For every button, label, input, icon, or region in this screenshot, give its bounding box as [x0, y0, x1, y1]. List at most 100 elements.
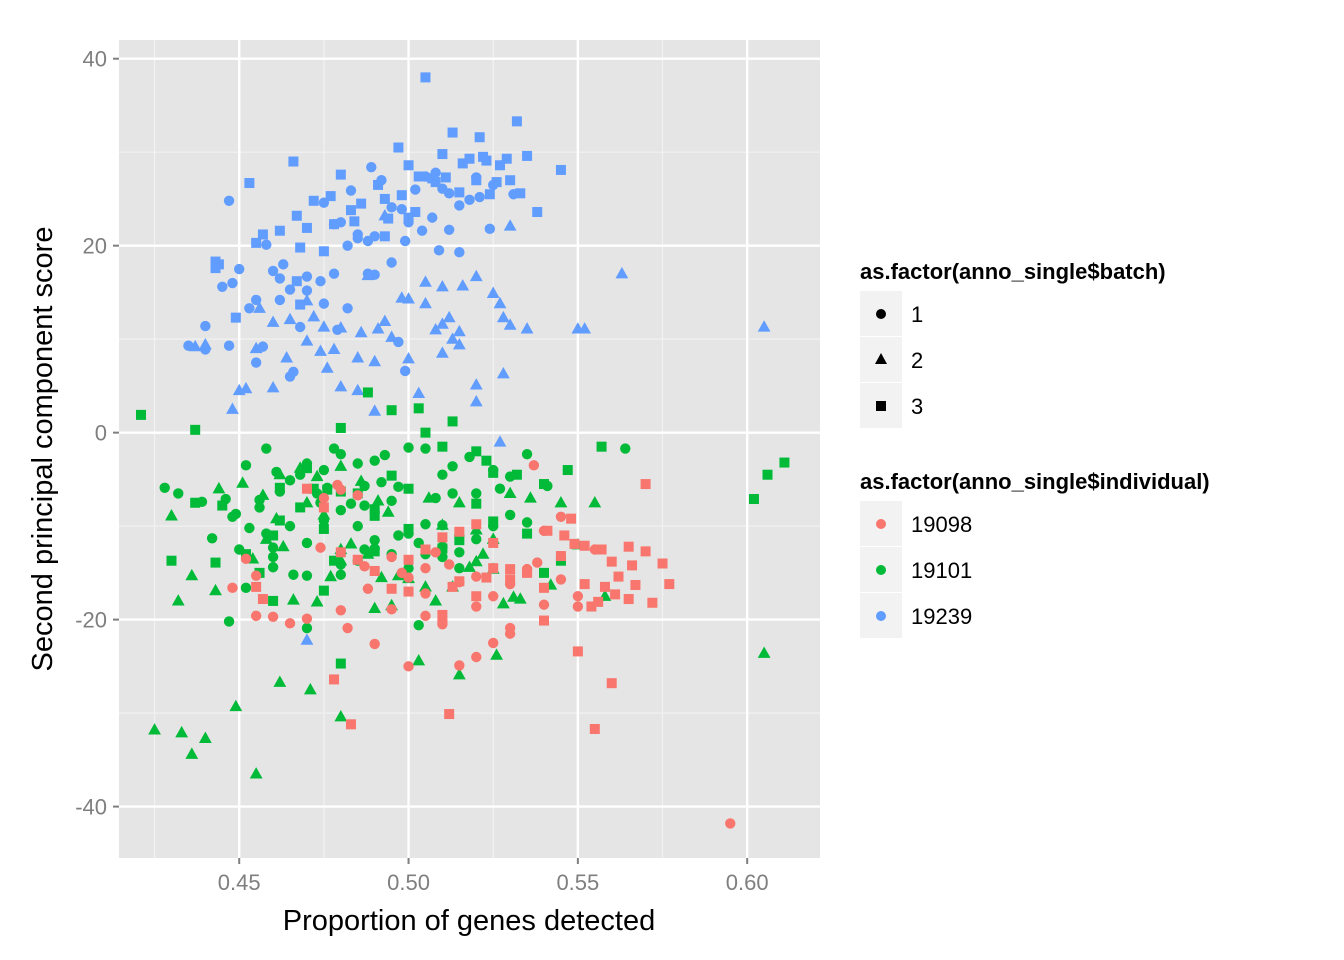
data-point-19101-batch3	[779, 457, 790, 468]
data-point-19239-batch3	[274, 225, 285, 236]
data-point-19098-batch3	[566, 513, 577, 524]
data-point-19098-batch3	[437, 609, 448, 620]
data-point-19098-batch3	[251, 581, 262, 592]
data-point-19239-batch2	[419, 296, 432, 309]
data-point-19101-batch1	[267, 542, 279, 553]
data-point-19239-batch3	[301, 222, 312, 233]
data-point-19101-batch3	[748, 494, 759, 505]
data-point-19239-batch2	[198, 337, 212, 350]
data-point-19239-batch3	[474, 132, 485, 143]
data-point-19239-batch2	[314, 344, 327, 356]
data-point-19239-batch2	[493, 296, 507, 309]
data-point-19239-batch1	[386, 257, 397, 268]
data-point-19098-batch1	[386, 551, 397, 563]
data-point-19239-batch2	[188, 339, 202, 352]
data-point-19098-batch3	[542, 525, 553, 536]
data-point-19101-batch3	[437, 543, 448, 554]
data-point-19098-batch1	[267, 611, 279, 623]
data-point-19101-batch2	[371, 494, 385, 506]
data-point-19101-batch3	[403, 483, 414, 494]
data-point-19101-batch1	[521, 517, 533, 528]
data-point-19098-batch3	[437, 532, 448, 543]
data-point-19101-batch1	[244, 522, 255, 534]
data-point-19098-batch3	[596, 544, 607, 555]
data-point-19239-batch1	[328, 268, 340, 279]
data-point-19239-batch3	[532, 207, 543, 218]
data-point-19098-batch1	[471, 571, 482, 582]
data-point-19239-batch1	[288, 366, 299, 378]
data-point-19101-batch3	[437, 441, 448, 452]
data-point-19239-batch1	[386, 202, 397, 213]
data-point-19101-batch2	[198, 731, 212, 743]
data-point-19098-batch3	[589, 723, 600, 734]
data-point-19101-batch1	[301, 537, 313, 549]
data-point-19101-batch3	[217, 500, 228, 511]
data-point-19098-batch3	[301, 483, 312, 494]
data-point-19239-batch2	[327, 342, 341, 355]
data-point-19239-batch1	[267, 265, 279, 277]
data-point-19101-batch3	[301, 463, 312, 474]
data-point-19239-batch1	[369, 231, 380, 242]
data-point-19101-batch3	[166, 555, 177, 566]
axis-ticks	[113, 57, 749, 864]
data-point-19101-batch3	[210, 557, 221, 568]
data-point-19101-batch3	[190, 424, 201, 435]
data-point-19239-batch3	[457, 158, 468, 169]
data-point-19098-batch3	[403, 554, 414, 565]
data-point-19101-batch2	[276, 539, 290, 552]
data-point-19239-batch3	[335, 169, 346, 180]
data-point-19101-batch2	[259, 532, 273, 544]
data-point-19098-batch3	[386, 583, 397, 594]
data-point-19101-batch2	[212, 481, 226, 494]
data-point-19101-batch1	[454, 562, 465, 574]
data-point-19239-batch3	[403, 160, 414, 171]
data-point-19098-batch3	[481, 572, 492, 583]
data-point-19239-batch3	[505, 175, 516, 186]
data-point-19239-batch2	[452, 324, 466, 337]
data-point-19239-batch2	[436, 280, 449, 292]
data-point-19239-batch1	[234, 263, 245, 275]
data-point-19239-batch1	[301, 285, 313, 296]
x-axis-title: Proportion of genes detected	[283, 905, 655, 937]
data-point-19098-batch3	[539, 582, 550, 593]
data-point-19239-batch3	[427, 173, 438, 184]
data-point-19239-batch2	[469, 378, 483, 390]
data-point-19101-batch3	[268, 595, 279, 606]
data-point-19098-batch1	[369, 638, 380, 650]
data-point-19098-batch3	[640, 479, 651, 490]
data-point-19098-batch3	[640, 546, 651, 557]
data-point-19101-batch2	[588, 495, 602, 508]
data-point-19101-batch3	[762, 469, 773, 480]
data-point-19239-batch2	[469, 269, 483, 282]
data-point-19101-batch1	[420, 519, 431, 530]
data-point-19239-batch2	[412, 386, 426, 398]
data-point-19098-batch3	[579, 579, 590, 590]
data-point-19101-batch1	[288, 569, 299, 580]
data-point-19101-batch2	[324, 569, 338, 582]
data-point-19239-batch2	[442, 310, 456, 323]
data-point-19098-batch3	[606, 678, 617, 689]
data-point-19239-batch3	[210, 263, 221, 274]
data-point-19239-batch3	[291, 210, 302, 221]
data-point-19101-batch2	[185, 747, 199, 759]
data-point-19101-batch3	[481, 455, 492, 466]
data-point-19239-batch2	[456, 279, 470, 291]
data-point-19101-batch3	[369, 504, 380, 515]
data-point-19101-batch3	[539, 567, 550, 578]
data-point-19239-batch1	[443, 188, 455, 199]
data-point-19239-batch3	[295, 299, 306, 310]
data-point-19239-batch3	[345, 205, 356, 216]
x-tick-label: 0.55	[556, 870, 599, 895]
data-point-19239-batch3	[356, 198, 367, 209]
data-point-19239-batch2	[493, 435, 507, 447]
data-point-19101-batch1	[284, 475, 296, 486]
data-point-19101-batch2	[463, 560, 476, 572]
data-point-19239-batch1	[399, 365, 411, 377]
data-point-19239-batch1	[278, 259, 289, 270]
data-point-19098-batch1	[335, 605, 347, 616]
data-point-19098-batch3	[593, 596, 604, 607]
legend-square-icon	[876, 401, 886, 411]
data-point-19101-batch2	[354, 474, 368, 486]
data-point-19239-batch3	[325, 191, 336, 202]
data-point-19098-batch1	[488, 591, 499, 602]
